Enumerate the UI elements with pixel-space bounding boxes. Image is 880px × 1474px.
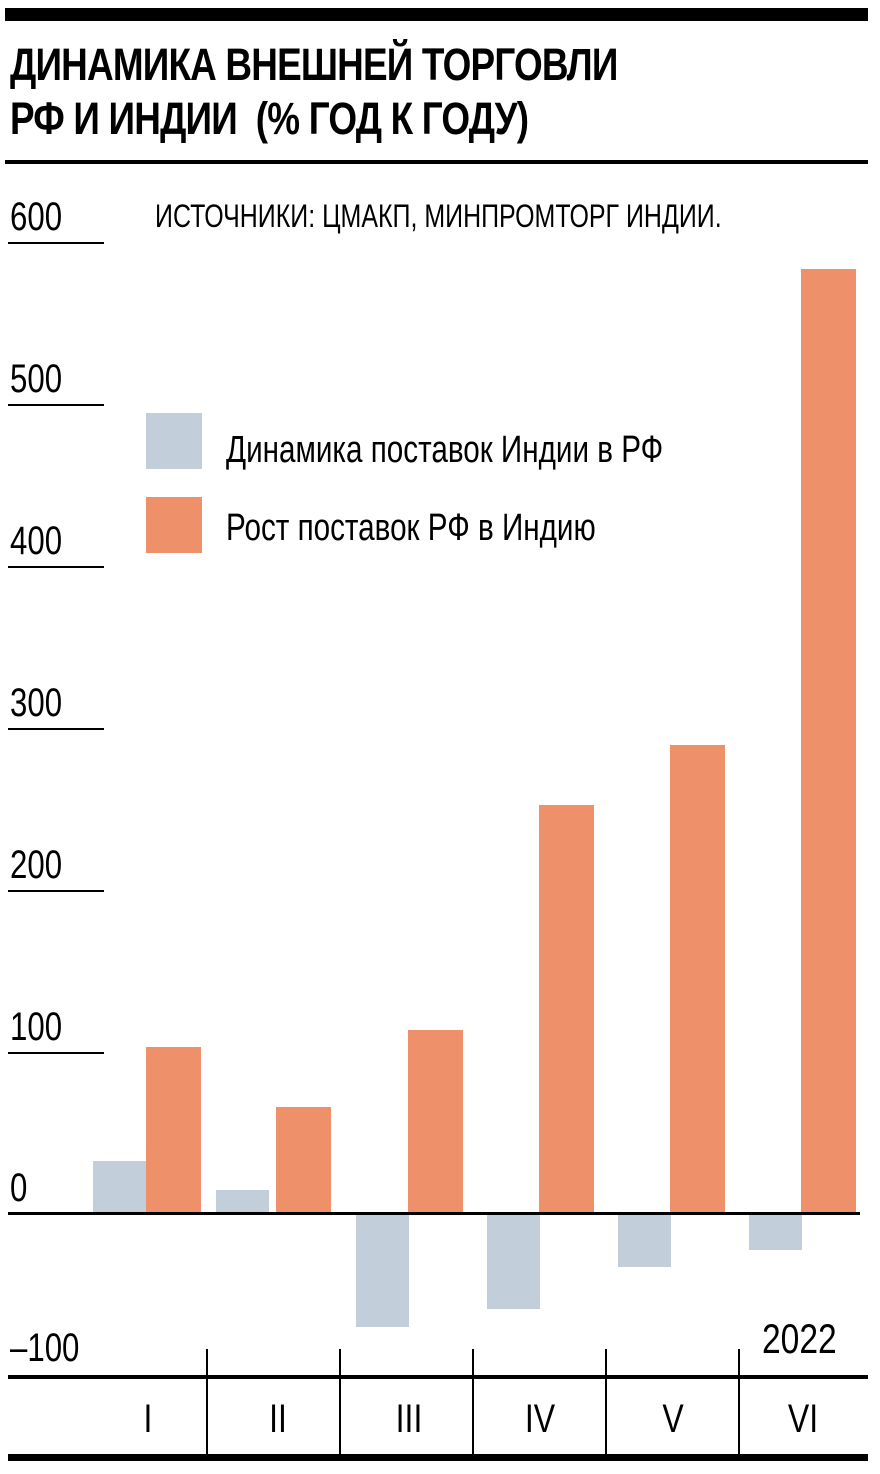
y-gridline-300 [8,728,104,730]
month-divider [206,1349,208,1455]
y-gridline-400 [8,566,104,568]
y-tick-300: 300 [10,681,63,725]
bar-rf-to-india-II [276,1107,331,1214]
x-tick-II: II [269,1397,287,1441]
top-rule [5,8,868,21]
zero-axis-line [8,1212,860,1215]
y-gridline-200 [8,890,104,892]
bar-rf-to-india-III [408,1029,463,1214]
bar-india-to-rf-II [216,1189,269,1214]
month-divider [339,1349,341,1455]
bar-rf-to-india-I [146,1047,201,1214]
bar-india-to-rf-VI [749,1214,802,1250]
title-rule [5,160,868,164]
x-axis-top-rule [8,1375,868,1379]
y-tick-600: 600 [10,195,63,239]
month-divider [472,1349,474,1455]
title-line-1: ДИНАМИКА ВНЕШНЕЙ ТОРГОВЛИ [10,39,618,90]
y-gridline-100 [8,1052,104,1054]
y-gridline-500 [8,404,104,406]
bar-india-to-rf-I [93,1160,146,1214]
legend-swatch-india-to-rf [146,413,202,469]
x-tick-III: III [395,1397,423,1441]
bar-india-to-rf-V [618,1214,671,1268]
y-tick-500: 500 [10,357,63,401]
x-tick-VI: VI [787,1397,819,1441]
y-tick-minus-100: –100 [10,1326,80,1370]
x-axis-bottom-rule [8,1454,868,1461]
bar-india-to-rf-III [356,1214,409,1328]
legend-swatch-rf-to-india [146,497,202,553]
source-note: ИСТОЧНИКИ: ЦМАКП, МИНПРОМТОРГ ИНДИИ. [155,198,722,234]
bar-rf-to-india-IV [539,804,594,1214]
x-tick-V: V [662,1397,684,1441]
title-line-2: РФ И ИНДИИ (% ГОД К ГОДУ) [10,93,529,144]
month-divider [605,1349,607,1455]
y-tick-0: 0 [10,1166,28,1210]
year-label: 2022 [762,1315,837,1362]
y-tick-200: 200 [10,843,63,887]
month-divider [738,1349,740,1455]
bar-rf-to-india-V [670,744,725,1214]
y-gridline-600 [8,242,104,244]
legend-label-india-to-rf: Динамика поставок Индии в РФ [226,429,664,471]
x-tick-IV: IV [524,1397,556,1441]
y-tick-400: 400 [10,519,63,563]
y-tick-100: 100 [10,1005,63,1049]
legend-label-rf-to-india: Рост поставок РФ в Индию [226,507,596,549]
x-tick-I: I [143,1397,153,1441]
bar-india-to-rf-IV [487,1214,540,1310]
chart-title: ДИНАМИКА ВНЕШНЕЙ ТОРГОВЛИ РФ И ИНДИИ (% … [10,38,618,146]
bar-rf-to-india-VI [801,269,856,1214]
